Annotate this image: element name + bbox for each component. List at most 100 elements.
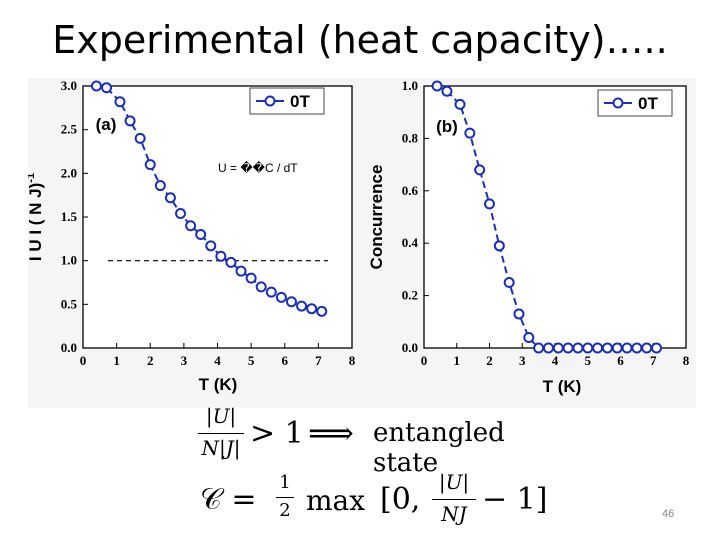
x-tick-label: 1 (113, 353, 120, 368)
data-point (175, 208, 187, 220)
data-point (552, 342, 564, 354)
legend-label: 0T (638, 94, 658, 113)
x-axis-label: T (K) (543, 377, 582, 396)
data-point (225, 256, 237, 268)
eq1-numerator: |U| (205, 404, 237, 428)
data-point (285, 296, 297, 308)
eq2-half-numerator: 1 (279, 472, 291, 493)
y-tick-label: 0.6 (402, 183, 419, 198)
data-point (651, 342, 663, 354)
x-tick-label: 4 (552, 353, 559, 368)
data-point (493, 240, 505, 252)
data-point (503, 277, 515, 288)
plot-frame (82, 85, 353, 349)
data-point (621, 342, 633, 354)
data-point (641, 342, 653, 354)
y-tick-label: 1.5 (61, 209, 78, 224)
data-point (164, 192, 176, 204)
y-tick-label: 0.0 (402, 340, 418, 355)
x-tick-label: 0 (421, 353, 428, 368)
data-point (533, 342, 545, 354)
data-point (296, 300, 308, 312)
data-point (90, 80, 102, 92)
y-tick-label: 0.5 (61, 296, 78, 311)
y-tick-label: 0.8 (402, 130, 419, 145)
data-point (454, 98, 466, 110)
eq2-max-function: max (306, 484, 366, 517)
data-point (631, 342, 643, 354)
data-point (542, 342, 554, 354)
y-tick-label: 0.0 (61, 340, 77, 355)
data-point (124, 115, 136, 127)
chart-concurrence-panel-b: 0 1 2 3 4 5 6 7 8 0.0 0.2 0.4 0.6 0.8 1.0 T (K) Concurre… (367, 78, 690, 396)
data-point (474, 164, 486, 176)
data-point (255, 281, 267, 293)
data-point (592, 342, 604, 354)
x-tick-label: 8 (349, 353, 356, 368)
data-point (306, 303, 318, 315)
x-tick-label: 8 (683, 353, 690, 368)
data-point (316, 305, 328, 317)
y-axis-label: Concurrence (367, 165, 386, 270)
data-point (195, 228, 207, 240)
data-point (144, 159, 156, 171)
data-point (464, 127, 476, 139)
x-tick-label: 7 (650, 353, 657, 368)
eq1-relation: > 1 (250, 416, 304, 451)
y-axis-label: I U I ( N J)-1 (28, 173, 45, 261)
concurrence-formula-equation: 𝒞 = 1 2 max [0, |U| NJ − 1] (200, 470, 560, 536)
legend-label: 0T (290, 92, 310, 111)
data-point (185, 220, 197, 232)
y-tick-label: 3.0 (61, 78, 77, 93)
data-point (245, 272, 257, 284)
data-point (134, 132, 146, 144)
x-tick-label: 3 (181, 353, 188, 368)
eq1-denominator: N|J| (201, 436, 241, 460)
data-point (114, 96, 126, 108)
data-point (265, 286, 277, 298)
panel-label: (a) (96, 115, 117, 134)
eq2-open-bracket: [0, (380, 482, 421, 517)
data-point (441, 85, 453, 97)
data-point (484, 198, 495, 210)
eq2-fraction-bar (432, 499, 476, 500)
entanglement-criterion-equation: |U| N|J| > 1 ⟹ entangled state (198, 404, 578, 478)
data-point (431, 80, 443, 92)
data-point (572, 342, 584, 354)
data-point (101, 82, 113, 94)
annotation-text: U = ��C / dT (218, 161, 298, 175)
eq2-close: − 1] (482, 482, 548, 517)
panel-label: (b) (436, 117, 458, 136)
x-tick-label: 1 (454, 353, 461, 368)
eq2-half-bar (276, 497, 294, 498)
data-point (513, 308, 525, 320)
y-tick-label: 2.5 (61, 122, 78, 137)
data-point (215, 250, 227, 262)
y-tick-label: 0.4 (402, 235, 419, 250)
implies-arrow: ⟹ (308, 414, 354, 452)
eq2-numerator: |U| (438, 470, 470, 494)
x-tick-label: 3 (519, 353, 526, 368)
eq2-lhs: 𝒞 = (200, 482, 257, 517)
data-point (601, 342, 613, 354)
data-point (611, 342, 623, 354)
x-tick-label: 7 (315, 353, 322, 368)
x-tick-label: 4 (214, 353, 221, 368)
legend-marker-swatch (612, 97, 624, 109)
data-point (523, 332, 535, 344)
plot-frame (423, 85, 687, 349)
slide-number: 46 (662, 508, 675, 520)
y-tick-label: 2.0 (61, 165, 77, 180)
data-point (235, 265, 247, 277)
x-tick-label: 2 (147, 353, 154, 368)
x-axis-label: T (K) (199, 375, 238, 394)
y-axis-label-superscript: -1 (28, 173, 37, 183)
slide-title: Experimental (heat capacity)….. (52, 18, 668, 62)
y-tick-label: 0.2 (402, 288, 418, 303)
eq1-text: entangled state (373, 418, 505, 478)
x-tick-label: 5 (248, 353, 255, 368)
data-point (582, 342, 594, 354)
legend-marker-swatch (264, 95, 276, 107)
eq1-fraction-bar (198, 433, 244, 434)
chart-heat-capacity-panel-a: 0 1 2 3 4 5 6 7 8 0.0 0.5 1.0 1.5 2.0 2.5 3.0 T (K) I U I… (28, 78, 356, 394)
